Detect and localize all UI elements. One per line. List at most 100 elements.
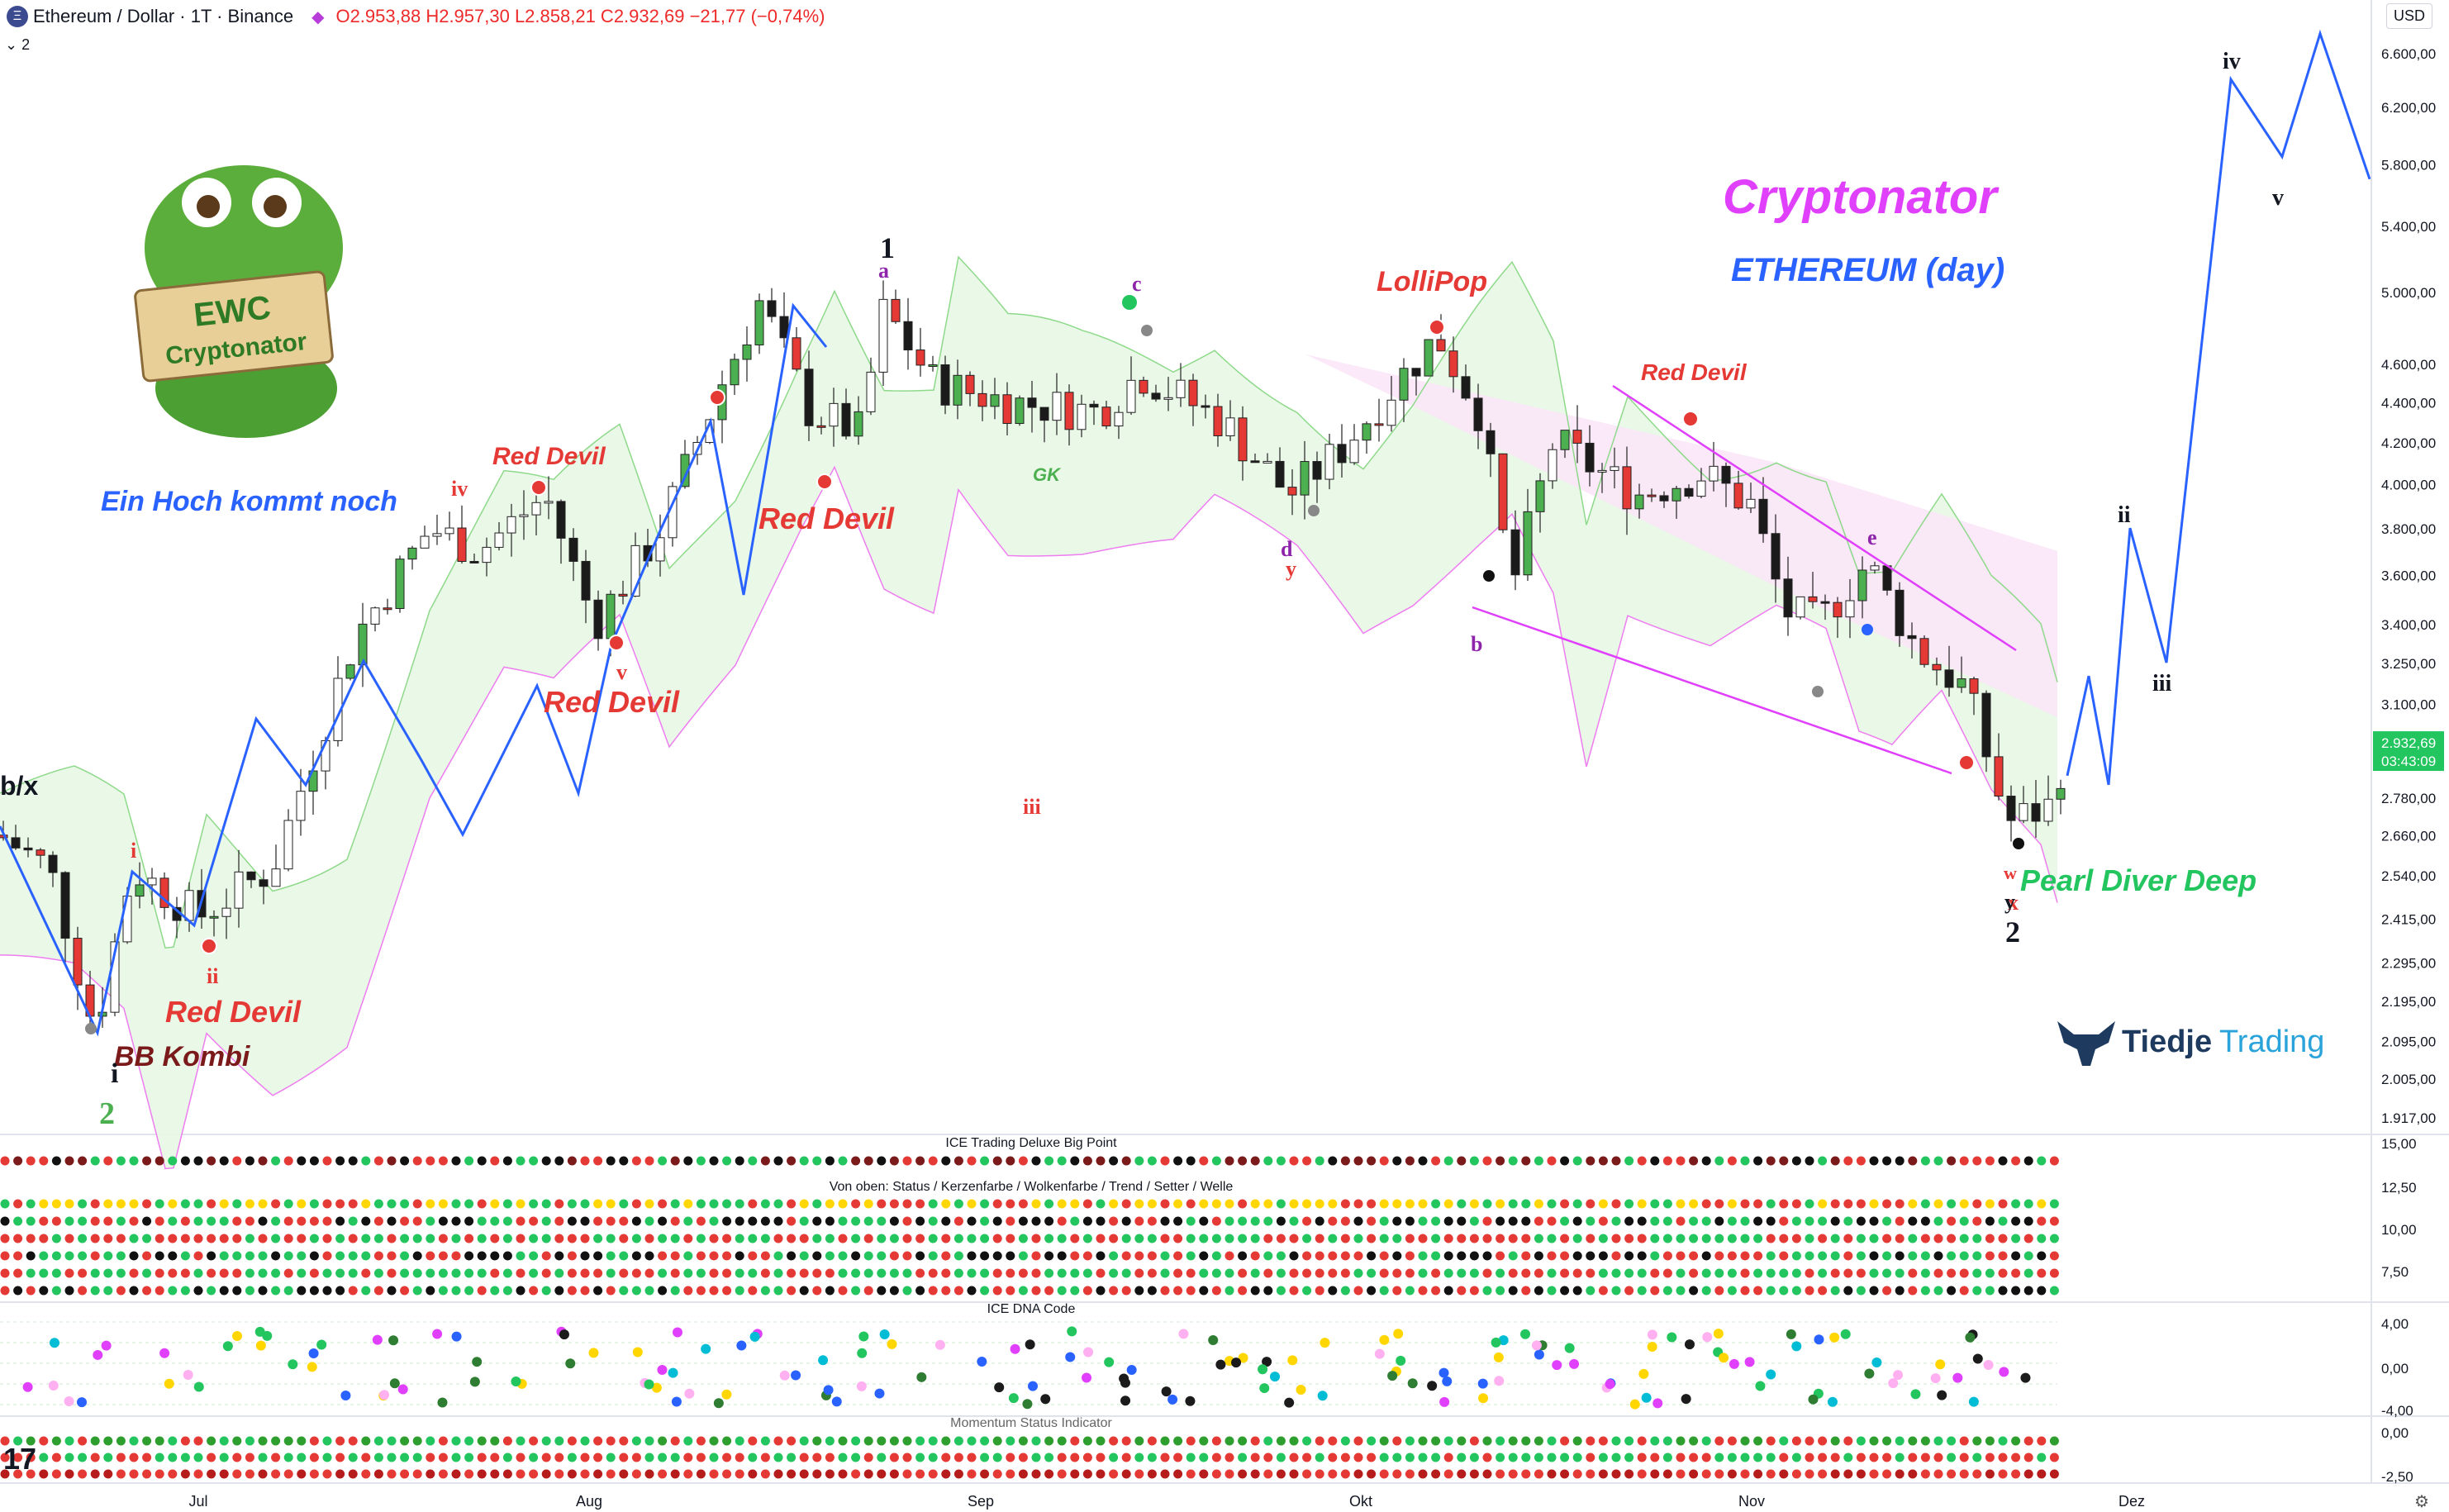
- indicator-dot: [502, 1234, 512, 1243]
- candle-body: [767, 300, 777, 317]
- indicator-dot: [1057, 1199, 1067, 1209]
- indicator-toggle[interactable]: ⌄ 2: [5, 36, 31, 53]
- dna-code-dot: [472, 1357, 483, 1367]
- indicator-dot: [593, 1469, 603, 1479]
- indicator-dot: [1482, 1156, 1492, 1166]
- indicator-dot: [1959, 1216, 1969, 1226]
- indicator-dot: [1250, 1251, 1260, 1261]
- candle-body: [1411, 368, 1421, 377]
- indicator-dot: [1689, 1436, 1699, 1446]
- indicator-dot: [245, 1156, 254, 1166]
- indicator-dot: [39, 1469, 49, 1479]
- indicator-dot: [348, 1216, 358, 1226]
- indicator-dot: [554, 1251, 564, 1261]
- indicator-dot: [490, 1199, 500, 1209]
- indicator-dot: [1560, 1268, 1570, 1278]
- indicator-dot: [90, 1251, 100, 1261]
- indicator-dot: [1985, 1436, 1995, 1446]
- indicator-dot: [1985, 1251, 1995, 1261]
- indicator-dot: [1959, 1453, 1969, 1462]
- indicator-dot: [245, 1436, 254, 1446]
- dna-code-dot: [1065, 1352, 1076, 1362]
- price-tick-label: 4.200,00: [2381, 435, 2436, 451]
- indicator-dot: [1044, 1453, 1054, 1462]
- indicator-dot: [245, 1251, 254, 1261]
- indicator-dot: [129, 1268, 139, 1278]
- indicator-dot: [155, 1286, 164, 1296]
- candle-body: [556, 501, 566, 539]
- symbol-title[interactable]: Ethereum / Dollar · 1T · Binance: [33, 6, 294, 26]
- dna-code-dot: [671, 1396, 682, 1407]
- indicator-dot: [1328, 1453, 1338, 1462]
- indicator-dot: [309, 1286, 319, 1296]
- indicator-dot: [658, 1436, 668, 1446]
- dna-code-dot: [1387, 1371, 1398, 1381]
- indicator-dot: [1173, 1199, 1183, 1209]
- indicator-dot: [631, 1268, 641, 1278]
- indicator-dot: [683, 1234, 693, 1243]
- dna-code-dot: [994, 1382, 1005, 1393]
- dna-code-dot: [1491, 1337, 1501, 1348]
- indicator-dot: [1508, 1469, 1518, 1479]
- indicator-dot: [1676, 1234, 1686, 1243]
- indicator-dot: [477, 1216, 487, 1226]
- indicator-dot: [1057, 1436, 1067, 1446]
- indicator-dot: [1006, 1216, 1015, 1226]
- indicator-dot: [1431, 1251, 1441, 1261]
- indicator-dot: [2037, 1436, 2047, 1446]
- indicator-dot: [180, 1453, 190, 1462]
- currency-button[interactable]: USD: [2385, 3, 2432, 29]
- indicator-dot: [258, 1199, 268, 1209]
- indicator-dot: [2011, 1436, 2021, 1446]
- red-devil-signal-icon: [1682, 411, 1699, 427]
- indicator-dot: [760, 1216, 770, 1226]
- indicator-dot: [335, 1199, 345, 1209]
- indicator-dot: [1469, 1268, 1479, 1278]
- indicator-dot: [90, 1286, 100, 1296]
- indicator-dot: [90, 1453, 100, 1462]
- candle-body: [36, 849, 45, 856]
- indicator-dot: [1933, 1251, 1943, 1261]
- dna-code-dot: [1629, 1399, 1640, 1410]
- indicator-dot: [490, 1469, 500, 1479]
- indicator-dot: [1224, 1469, 1234, 1479]
- indicator-dot: [1457, 1216, 1467, 1226]
- alert-icon[interactable]: ◆: [311, 7, 325, 26]
- indicator-dot: [1598, 1469, 1608, 1479]
- indicator-dot: [825, 1251, 835, 1261]
- indicator-dot: [1908, 1469, 1918, 1479]
- indicator-dot: [116, 1234, 126, 1243]
- time-axis-label: Sep: [968, 1493, 994, 1510]
- indicator-dot: [1353, 1216, 1363, 1226]
- indicator-dot: [1753, 1251, 1763, 1261]
- indicator-dot: [953, 1469, 963, 1479]
- indicator-dot: [1224, 1156, 1234, 1166]
- indicator-dot: [1405, 1436, 1415, 1446]
- indicator-dot: [1006, 1251, 1015, 1261]
- price-tick-label: 2.095,00: [2381, 1034, 2436, 1049]
- indicator-dot: [142, 1436, 152, 1446]
- indicator-dot: [103, 1453, 113, 1462]
- indicator-dot: [1147, 1286, 1157, 1296]
- dna-code-dot: [1930, 1373, 1941, 1384]
- indicator-dot: [1534, 1234, 1543, 1243]
- indicator-dot: [1869, 1268, 1879, 1278]
- indicator-dot: [387, 1453, 397, 1462]
- indicator-dot: [64, 1469, 74, 1479]
- indicator-dot: [992, 1216, 1002, 1226]
- indicator-dot: [1443, 1469, 1453, 1479]
- indicator-dot: [64, 1234, 74, 1243]
- indicator-dot: [232, 1199, 242, 1209]
- indicator-dot: [825, 1453, 835, 1462]
- wave-label: 2: [2005, 915, 2020, 949]
- indicator-dot: [168, 1268, 178, 1278]
- indicator-dot: [1431, 1234, 1441, 1243]
- indicator-dot: [915, 1453, 925, 1462]
- indicator-dot: [1070, 1234, 1080, 1243]
- indicator-dot: [1895, 1453, 1905, 1462]
- indicator-dot: [1714, 1216, 1724, 1226]
- dna-code-dot: [1638, 1368, 1649, 1379]
- dna-code-dot: [159, 1348, 170, 1358]
- indicator-dot: [426, 1469, 435, 1479]
